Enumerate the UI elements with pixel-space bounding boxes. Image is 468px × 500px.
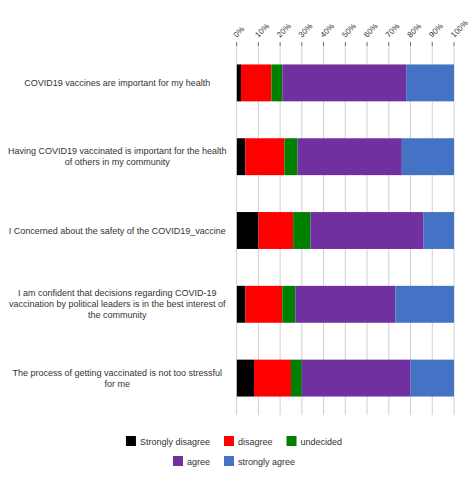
tick-label: 30% xyxy=(297,22,315,40)
legend-item: undecided xyxy=(287,436,343,447)
series xyxy=(395,64,454,396)
tick-mark xyxy=(236,42,237,46)
tick-label: 90% xyxy=(427,22,445,40)
category-label: I am confident that decisions regarding … xyxy=(9,288,226,320)
legend: Strongly disagree disagree undecided agree s… xyxy=(126,436,342,467)
chart: COVID19 vaccines are important for my he… xyxy=(0,0,468,500)
tick-label: 40% xyxy=(319,22,337,40)
tick-mark xyxy=(367,42,368,46)
bar xyxy=(282,64,406,101)
bar xyxy=(237,360,254,397)
legend-item: disagree xyxy=(224,436,273,447)
tick-mark xyxy=(454,42,455,46)
tick-mark xyxy=(301,42,302,46)
category-label: Having COVID19 vaccinated is important f… xyxy=(8,146,227,167)
category-label: I Concerned about the safety of the COVI… xyxy=(9,226,226,236)
legend-swatch xyxy=(287,436,297,446)
legend-swatch xyxy=(173,456,183,466)
legend-row: agree strongly agree xyxy=(173,456,295,467)
tick-label: 100% xyxy=(449,19,468,40)
series xyxy=(282,64,423,396)
tick-mark xyxy=(323,42,324,46)
tick-label: 80% xyxy=(406,22,424,40)
bar xyxy=(284,138,297,175)
legend-swatch xyxy=(224,456,234,466)
legend-swatch xyxy=(126,436,136,446)
bar xyxy=(245,286,282,323)
tick-label: 20% xyxy=(275,22,293,40)
tick-label: 0% xyxy=(232,25,247,40)
series xyxy=(271,64,310,396)
bar xyxy=(237,64,241,101)
bars xyxy=(237,64,454,396)
bar xyxy=(291,360,302,397)
bar xyxy=(254,360,291,397)
legend-swatch xyxy=(224,436,234,446)
category-labels: COVID19 vaccines are important for my he… xyxy=(8,78,227,389)
legend-row: Strongly disagree disagree undecided xyxy=(126,436,342,447)
tick-label: 70% xyxy=(384,22,402,40)
legend-label: agree xyxy=(187,457,210,467)
category-label: COVID19 vaccines are important for my he… xyxy=(24,78,210,88)
bar xyxy=(311,212,424,249)
bar xyxy=(258,212,293,249)
bar xyxy=(237,212,259,249)
tick-mark xyxy=(280,42,281,46)
category-label: The process of getting vaccinated is not… xyxy=(13,368,223,389)
tick-label: 60% xyxy=(362,22,380,40)
bar xyxy=(282,286,295,323)
legend-label: disagree xyxy=(238,437,273,447)
tick-mark xyxy=(410,42,411,46)
bar xyxy=(241,64,271,101)
series xyxy=(237,64,259,396)
legend-item: agree xyxy=(173,456,210,467)
bar xyxy=(402,138,454,175)
bar xyxy=(406,64,454,101)
bar xyxy=(297,138,401,175)
tick-label: 50% xyxy=(340,22,358,40)
tick-mark xyxy=(345,42,346,46)
bar xyxy=(245,138,284,175)
legend-item: strongly agree xyxy=(224,456,295,467)
series xyxy=(241,64,293,396)
x-axis: 0% 10%20%30%40%50%60%70%80%90%100% xyxy=(232,19,468,46)
grid xyxy=(237,46,454,415)
bar xyxy=(302,360,411,397)
tick-mark xyxy=(432,42,433,46)
tick-label: 10% xyxy=(253,22,271,40)
legend-label: undecided xyxy=(301,437,343,447)
bar xyxy=(237,138,246,175)
legend-label: Strongly disagree xyxy=(140,437,210,447)
legend-label: strongly agree xyxy=(238,457,295,467)
legend-item: Strongly disagree xyxy=(126,436,210,447)
bar xyxy=(237,286,246,323)
tick-mark xyxy=(258,42,259,46)
bar xyxy=(395,286,454,323)
bar xyxy=(424,212,454,249)
bar xyxy=(293,212,310,249)
bar xyxy=(295,286,395,323)
bar xyxy=(271,64,282,101)
bar xyxy=(411,360,454,397)
tick-mark xyxy=(388,42,389,46)
